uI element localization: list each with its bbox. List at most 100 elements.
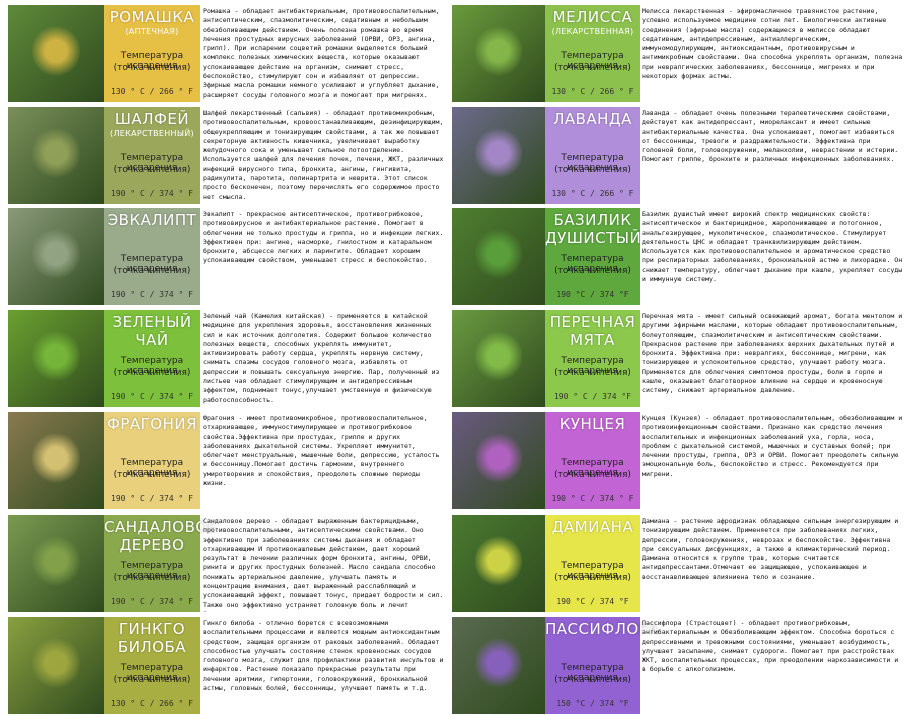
- temp-value: 190 ° C / 374 ° F: [111, 392, 193, 401]
- temp-value: 190 ° C / 374 ° F: [551, 494, 634, 503]
- plant-description: Фрагония - имеет противомикробное, проти…: [203, 414, 440, 488]
- temp-value: 150 °C / 374 °F: [556, 699, 629, 708]
- plant-name: Лаванда: [553, 110, 632, 128]
- temp-value: 190 ° C / 374 ° F: [111, 597, 193, 606]
- temp-label: Температура испарения: [561, 254, 624, 274]
- temp-value: 190 ° C / 374 °F: [553, 392, 632, 401]
- temp-sub: (точка кипения): [554, 573, 631, 583]
- plant-subtitle: (ЛЕКАРСТВЕННЫЙ): [110, 129, 194, 138]
- plant-name: Гинкго билоба: [117, 620, 187, 656]
- temp-sub: (точка кипения): [554, 63, 631, 73]
- plant-label: Фрагония Температура испарения (точка кипе…: [104, 412, 200, 509]
- plant-photo: [8, 515, 104, 612]
- plant-label: Шалфей (ЛЕКАРСТВЕННЫЙ) Температура испарен…: [104, 107, 200, 204]
- plant-description: Пассифлора (Страстоцвет) - обладает прот…: [642, 619, 899, 674]
- temp-label: Температура испарения: [120, 458, 184, 478]
- plant-name: Пассифлора: [545, 620, 660, 638]
- plant-name: Шалфей: [114, 110, 190, 128]
- temp-sub: (точка кипения): [113, 675, 191, 685]
- temp-label: Температура испарения: [561, 458, 624, 478]
- plant-description: Сандаловое дерево - обладает выраженным …: [203, 517, 444, 612]
- plant-description: Кунцея (Кунзея) - обладает противовоспал…: [642, 414, 903, 478]
- plant-photo: [452, 310, 545, 407]
- plant-name: Зеленый чай: [112, 313, 192, 349]
- temp-sub: (точка кипения): [113, 368, 191, 378]
- plant-photo: [8, 412, 104, 509]
- temp-label: Температура испарения: [561, 51, 624, 71]
- plant-subtitle: (ЛЕКАРСТВЕННАЯ): [551, 27, 634, 36]
- temp-label: Температура испарения: [561, 561, 624, 581]
- plant-photo: [8, 5, 104, 102]
- plant-description: Перечная мята - имеет сильный освежающий…: [642, 312, 903, 395]
- temp-label: Температура испарения: [120, 153, 184, 173]
- plant-photo: [452, 617, 545, 714]
- plant-label: Пассифлора Температура испарения (точка ки…: [545, 617, 660, 714]
- plant-name: Кунцея: [559, 415, 626, 433]
- plant-label: Кунцея Температура испарения (точка кипени…: [545, 412, 640, 509]
- temp-label: Температура испарения: [561, 356, 624, 376]
- plant-name: Эвкалипт: [107, 211, 197, 229]
- plant-photo: [452, 107, 545, 204]
- plant-name: Базилик душистый: [545, 211, 642, 247]
- temp-sub: (точка кипения): [113, 266, 191, 276]
- temp-label: Температура испарения: [120, 356, 184, 376]
- temp-sub: (точка кипения): [554, 675, 631, 685]
- temp-sub: (точка кипения): [113, 165, 191, 175]
- plant-photo: [8, 617, 104, 714]
- plant-photo: [8, 208, 104, 305]
- temp-label: Температура испарения: [120, 254, 184, 274]
- plant-label: Зеленый чай Температура испарения (точка к…: [104, 310, 200, 407]
- plant-label: Базилик душистый Температура испарения (то…: [545, 208, 642, 305]
- temp-sub: (точка кипения): [554, 470, 631, 480]
- temp-label: Температура испарения: [561, 153, 624, 173]
- plant-photo: [452, 208, 545, 305]
- plant-description: Гинкго билоба - отлично борется с всевоз…: [203, 619, 444, 693]
- plant-name: Перечная Мята: [549, 313, 636, 349]
- plant-description: Базилик душистый имеет широкий спектр ме…: [642, 210, 903, 284]
- temp-label: Температура испарения: [120, 663, 184, 683]
- temp-sub: (точка кипения): [554, 266, 631, 276]
- plant-description: Ромашка - обладает антибактериальным, пр…: [203, 7, 440, 99]
- temp-value: 190 ° C / 374 ° F: [111, 290, 193, 299]
- plant-description: Дамиана - растение афродизиак обладающее…: [642, 517, 899, 581]
- plant-label: Перечная Мята Температура испарения (точка…: [545, 310, 640, 407]
- plant-name: Сандаловое дерево: [104, 518, 218, 554]
- plant-description: Эвкалипт - прекрасное антисептическое, п…: [203, 210, 444, 265]
- plant-label: Гинкго билоба Температура испарения (точка…: [104, 617, 200, 714]
- plant-photo: [8, 107, 104, 204]
- temp-sub: (точка кипения): [113, 573, 191, 583]
- plant-name: Фрагония: [106, 415, 198, 433]
- plant-label: Лаванда Температура испарения (точка кипен…: [545, 107, 640, 204]
- plant-name: Мелисса: [552, 8, 633, 26]
- temp-value: 130 ° C / 266 ° F: [551, 189, 634, 198]
- temp-value: 130 ° C / 266 ° F: [111, 699, 193, 708]
- plant-label: Мелисса (ЛЕКАРСТВЕННАЯ) Температура испаре…: [545, 5, 640, 102]
- plant-photo: [452, 5, 545, 102]
- plant-description: Мелисса лекарственная - эфиромасличное т…: [642, 7, 903, 81]
- temp-sub: (точка кипения): [113, 470, 191, 480]
- plant-description: Зеленый чай (Камелия китайская) - примен…: [203, 312, 440, 404]
- temp-label: Температура испарения: [561, 663, 624, 683]
- temp-sub: (точка кипения): [113, 63, 191, 73]
- plant-name: Дамиана: [551, 518, 634, 536]
- temp-value: 190 °C / 374 °F: [556, 597, 629, 606]
- temp-value: 190 °C / 374 °F: [556, 290, 629, 299]
- plant-subtitle: (АПТЕЧНАЯ): [125, 27, 179, 36]
- temp-value: 190 ° C / 374 ° F: [111, 189, 193, 198]
- plant-photo: [452, 412, 545, 509]
- plant-label: Сандаловое дерево Температура испарения (т…: [104, 515, 218, 612]
- plant-label: Эвкалипт Температура испарения (точка кипе…: [104, 208, 200, 305]
- temp-label: Температура испарения: [120, 561, 184, 581]
- plant-photo: [452, 515, 545, 612]
- plant-name: Ромашка: [109, 8, 195, 26]
- plant-description: Шалфей лекарственный (сальвия) - обладае…: [203, 109, 444, 201]
- temp-label: Температура испарения: [120, 51, 184, 71]
- temp-value: 130 ° C / 266 ° F: [551, 87, 634, 96]
- temp-value: 130 ° C / 266 ° F: [111, 87, 193, 96]
- temp-value: 190 ° C / 374 ° F: [111, 494, 193, 503]
- plant-description: Лаванда - обладает очень полезными терап…: [642, 109, 899, 164]
- plant-label: Ромашка (АПТЕЧНАЯ) Температура испарения (т…: [104, 5, 200, 102]
- temp-sub: (точка кипения): [554, 368, 631, 378]
